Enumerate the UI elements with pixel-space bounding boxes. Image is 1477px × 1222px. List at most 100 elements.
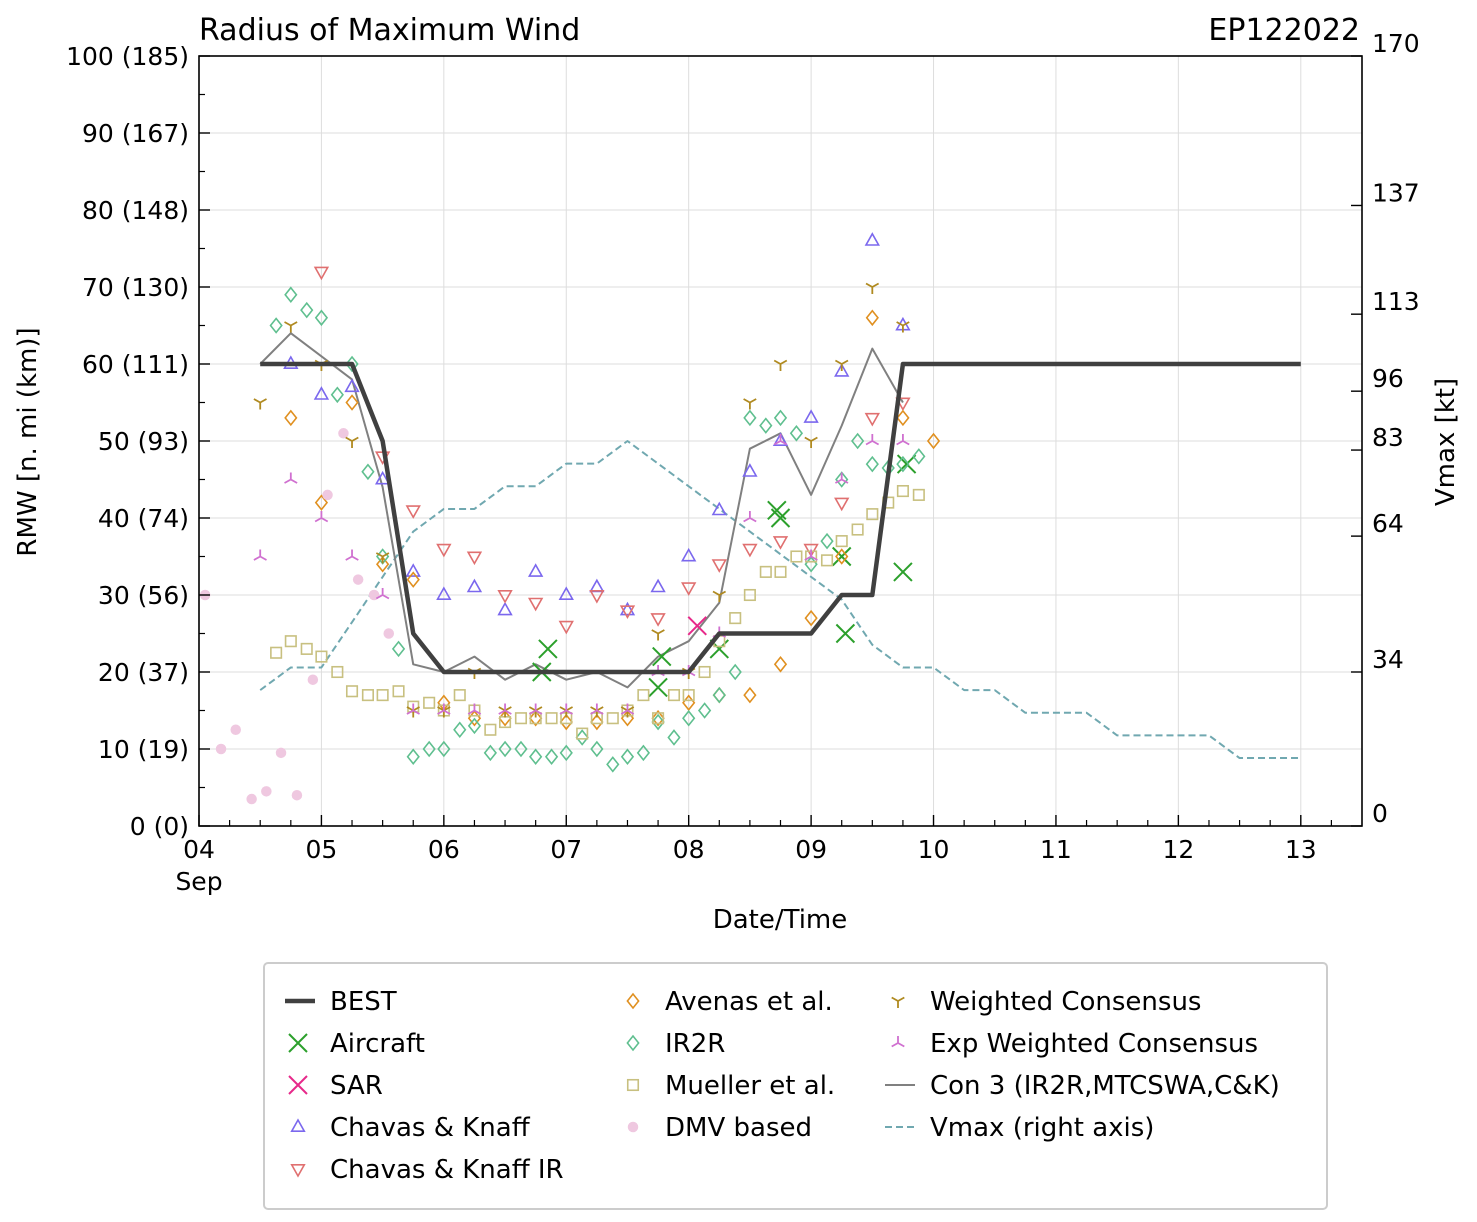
data-point xyxy=(804,549,818,561)
legend-item: Aircraft xyxy=(288,1029,425,1059)
data-point xyxy=(497,590,513,604)
data-point xyxy=(636,744,651,762)
legend-label: Con 3 (IR2R,MTCSWA,C&K) xyxy=(930,1071,1280,1101)
data-point xyxy=(896,484,909,498)
data-point xyxy=(651,713,665,731)
data-point xyxy=(405,505,421,519)
data-point xyxy=(406,706,420,718)
legend-item: DMV based xyxy=(627,1113,812,1143)
legend-label: Avenas et al. xyxy=(665,987,833,1017)
data-point xyxy=(681,547,697,562)
legend-label: BEST xyxy=(330,987,397,1017)
data-point xyxy=(314,494,329,511)
data-point xyxy=(743,511,757,523)
data-point xyxy=(345,685,359,698)
data-point xyxy=(851,432,865,450)
data-point xyxy=(344,378,360,393)
data-point xyxy=(514,740,528,758)
data-point xyxy=(759,417,773,434)
data-point xyxy=(284,321,298,333)
data-point xyxy=(590,706,604,718)
y-tick-label: 60 (111) xyxy=(82,350,189,379)
legend-label: Mueller et al. xyxy=(665,1071,835,1101)
legend-label: Exp Weighted Consensus xyxy=(930,1029,1258,1059)
data-point xyxy=(832,546,852,567)
data-point xyxy=(284,635,297,648)
data-point xyxy=(650,613,666,627)
y-axis-label: RMW [n. mi (km)] xyxy=(13,327,43,556)
data-point xyxy=(498,703,512,715)
data-point xyxy=(773,359,788,371)
data-point xyxy=(559,706,574,718)
data-point xyxy=(230,724,241,735)
x-tick-label: 07 xyxy=(550,835,582,864)
series-best xyxy=(260,361,1301,675)
data-point xyxy=(313,266,330,281)
legend-swatch xyxy=(626,992,640,1010)
data-point xyxy=(893,562,913,582)
data-point xyxy=(619,601,636,616)
data-point xyxy=(865,455,879,473)
data-point xyxy=(453,689,466,702)
data-point xyxy=(835,548,849,565)
data-point xyxy=(759,565,772,578)
legend: BEST Aircraft SAR Chavas & Knaff Chavas & Kn… xyxy=(263,962,1328,1210)
y-tick-label: 40 (74) xyxy=(98,504,189,533)
series-weighted-consensus xyxy=(253,282,910,718)
data-point xyxy=(896,409,910,427)
y-tick-label: 100 (185) xyxy=(66,42,189,71)
legend-swatch xyxy=(891,996,905,1008)
series-exp-weighted-consensus xyxy=(253,434,910,715)
data-point xyxy=(667,689,681,702)
x-tick-sublabel: Sep xyxy=(175,867,222,896)
data-point xyxy=(743,686,757,704)
data-point xyxy=(864,412,880,427)
data-point xyxy=(589,578,605,593)
data-point xyxy=(896,455,910,473)
data-point xyxy=(803,409,819,423)
data-point xyxy=(712,686,726,704)
x-tick-label: 08 xyxy=(673,835,705,864)
legend-label: DMV based xyxy=(665,1113,812,1143)
data-point xyxy=(835,623,856,644)
data-point xyxy=(652,712,665,725)
data-point xyxy=(834,497,850,512)
legend-item: Avenas et al. xyxy=(626,987,833,1017)
data-point xyxy=(711,501,727,516)
data-point xyxy=(774,565,787,578)
data-point xyxy=(820,554,834,567)
legend-swatch xyxy=(626,1034,640,1052)
data-point xyxy=(300,642,313,655)
data-point xyxy=(865,434,880,446)
legend-swatch xyxy=(288,1075,308,1095)
data-point xyxy=(270,646,283,659)
data-point xyxy=(497,601,513,616)
data-point xyxy=(728,663,742,681)
data-point xyxy=(376,555,390,573)
data-point xyxy=(383,628,395,639)
x-tick-label: 12 xyxy=(1162,835,1194,864)
data-point xyxy=(835,471,849,488)
legend-item: Exp Weighted Consensus xyxy=(891,1029,1258,1059)
data-point xyxy=(331,665,344,679)
data-point xyxy=(261,786,272,797)
data-point xyxy=(313,386,330,400)
data-point xyxy=(742,543,758,558)
data-point xyxy=(246,793,257,805)
data-point xyxy=(835,535,848,548)
data-point xyxy=(820,532,834,550)
data-point xyxy=(772,536,789,550)
data-point xyxy=(912,488,925,501)
legend-item: BEST xyxy=(285,987,397,1017)
legend-frame xyxy=(263,962,1328,1210)
data-point xyxy=(804,436,818,448)
data-point xyxy=(345,355,359,373)
data-point xyxy=(467,703,482,715)
data-point xyxy=(558,586,574,600)
data-point xyxy=(345,436,359,448)
legend-label: IR2R xyxy=(665,1029,725,1059)
data-point xyxy=(559,703,574,715)
x-tick-label: 09 xyxy=(795,835,827,864)
data-point xyxy=(423,696,436,709)
